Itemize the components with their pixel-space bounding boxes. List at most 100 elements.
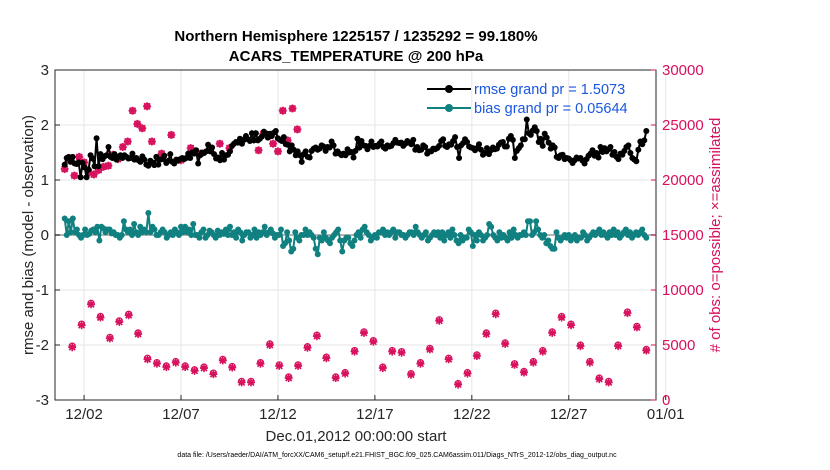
rmse-point <box>436 142 443 149</box>
bias-point <box>126 226 133 233</box>
obs-assimilated-marker <box>350 347 359 356</box>
obs-assimilated-marker <box>228 363 237 372</box>
rmse-point <box>350 154 357 161</box>
obs-assimilated-marker <box>378 364 387 373</box>
bias-point <box>120 218 127 225</box>
obs-assimilated-marker <box>510 360 519 369</box>
bias-point <box>233 234 240 241</box>
rmse-point <box>95 163 102 170</box>
obs-assimilated-marker <box>454 380 463 389</box>
obs-assimilated-marker <box>147 137 156 146</box>
rmse-point <box>83 174 90 181</box>
right-y-tick-label: 15000 <box>662 227 704 244</box>
obs-assimilated-marker <box>143 102 152 111</box>
x-tick-label: 12/22 <box>453 406 491 423</box>
obs-assimilated-marker <box>218 356 227 365</box>
left-y-tick-label: -3 <box>36 392 49 409</box>
obs-assimilated-marker <box>87 300 96 309</box>
obs-assimilated-marker <box>519 368 528 377</box>
obs-assimilated-marker <box>359 328 368 337</box>
legend: rmse grand pr = 1.5073 bias grand pr = 0… <box>427 82 628 117</box>
x-tick-label: 01/01 <box>647 406 685 423</box>
obs-assimilated-marker <box>237 378 246 387</box>
bias-point <box>412 223 419 230</box>
bias-point <box>196 234 203 241</box>
obs-assimilated-marker <box>288 104 297 113</box>
left-y-tick-label: -1 <box>36 282 49 299</box>
obs-assimilated-marker <box>331 374 340 382</box>
rmse-point <box>475 141 482 148</box>
bias-point <box>278 226 285 233</box>
obs-assimilated-marker <box>322 354 331 363</box>
rmse-point <box>85 166 92 173</box>
obs-assimilated-marker <box>134 330 143 338</box>
bias-point <box>190 221 197 227</box>
obs-assimilated-marker <box>157 149 166 158</box>
obs-assimilated-marker <box>369 337 378 346</box>
obs-assimilated-marker <box>75 152 84 161</box>
bias-series <box>61 210 650 258</box>
obs-assimilated-marker <box>604 378 613 387</box>
obs-assimilated-marker <box>294 361 303 370</box>
obs-assimilated-marker <box>247 378 256 387</box>
bias-point <box>373 234 380 241</box>
obs-assimilated-marker <box>435 316 444 325</box>
obs-assimilated-marker <box>444 355 453 364</box>
rmse-point <box>543 134 550 141</box>
obs-assimilated-marker <box>186 144 195 153</box>
rmse-point <box>643 128 650 135</box>
rmse-point <box>511 155 518 161</box>
rmse-point <box>537 135 544 142</box>
obs-assimilated-marker <box>167 130 176 139</box>
bias-point <box>522 232 529 238</box>
obs-assimilated-marker <box>70 171 79 180</box>
obs-assimilated-marker <box>567 321 576 330</box>
obs-assimilated-marker <box>595 375 604 384</box>
rmse-point <box>69 153 76 160</box>
obs-assimilated-marker <box>491 310 500 319</box>
obs-assimilated-marker <box>128 106 137 115</box>
x-axis-label: Dec.01,2012 00:00:00 start <box>266 428 448 445</box>
obs-assimilated-marker <box>416 359 425 368</box>
rmse-point <box>195 160 202 167</box>
bias-point <box>326 240 333 247</box>
bias-point <box>69 215 76 222</box>
rmse-point <box>161 152 168 159</box>
bias-point <box>422 229 429 236</box>
rmse-point <box>635 146 642 153</box>
left-y-tick-label: 2 <box>41 117 49 134</box>
obs-assimilated-marker <box>123 137 132 146</box>
legend-bias-label: bias grand pr = 0.05644 <box>474 101 628 117</box>
bias-point <box>533 218 540 225</box>
obs-assimilated-marker <box>96 313 105 322</box>
bias-point <box>643 234 650 241</box>
bias-point <box>145 210 152 216</box>
rmse-point <box>61 161 68 168</box>
obs-assimilated-marker <box>209 370 218 379</box>
rmse-point <box>258 133 265 140</box>
obs-assimilated-marker <box>273 147 282 156</box>
x-tick-label: 12/17 <box>356 406 394 423</box>
bias-point <box>284 229 291 236</box>
obs-assimilated-marker <box>283 136 292 145</box>
bias-point <box>535 226 542 233</box>
right-y-tick-label: 20000 <box>662 172 704 189</box>
bias-point <box>118 232 125 238</box>
obs-assimilated-marker <box>68 343 77 352</box>
right-y-tick-label: 30000 <box>662 62 704 79</box>
obs-assimilated-marker <box>312 332 321 341</box>
bias-point <box>469 243 476 249</box>
rmse-point <box>129 150 136 157</box>
rmse-point <box>509 136 516 143</box>
obs-assimilated-marker <box>89 170 98 179</box>
obs-assimilated-marker <box>548 328 557 337</box>
bias-point <box>320 229 327 236</box>
obs-assimilated-marker <box>614 342 623 351</box>
right-y-tick-label: 25000 <box>662 117 704 134</box>
obs-assimilated-marker <box>275 361 284 370</box>
rmse-point <box>302 148 309 155</box>
rmse-point <box>410 136 417 143</box>
rmse-point <box>452 134 459 141</box>
rmse-point <box>607 144 614 150</box>
